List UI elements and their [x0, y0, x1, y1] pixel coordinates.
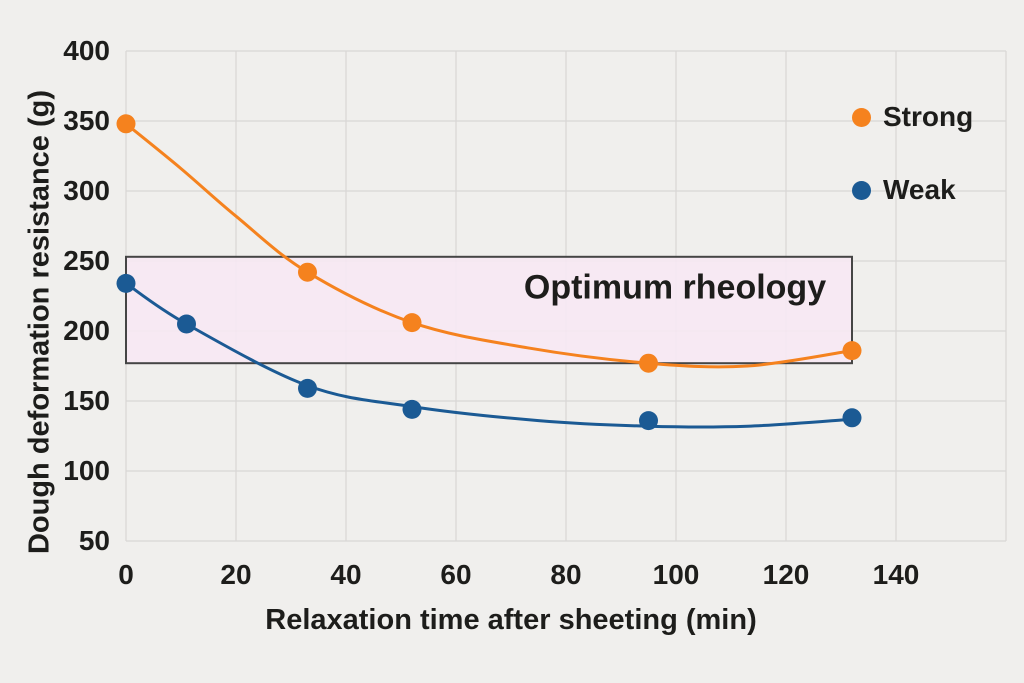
optimum-rheology-zone-label: Optimum rheology — [523, 268, 827, 307]
strong-series-dot-icon — [852, 107, 871, 127]
weak-data-point — [402, 399, 422, 419]
y-axis-title: Dough deformation resistance (g) — [23, 89, 56, 555]
weak-data-point — [298, 378, 317, 398]
strong-data-point — [639, 353, 658, 373]
x-axis-title: Relaxation time after sheeting (min) — [265, 604, 757, 636]
weak-data-point — [639, 411, 658, 431]
optimum-rheology-zone — [125, 255, 853, 365]
strong-data-point — [298, 262, 317, 282]
weak-data-point — [116, 273, 136, 293]
legend-label-strong: Strong — [883, 101, 974, 132]
weak-data-point — [842, 408, 862, 428]
strong-data-point — [842, 341, 862, 361]
weak-series-dot-icon — [852, 180, 871, 200]
strong-trend-curve — [124, 122, 854, 369]
legend-label-weak: Weak — [883, 174, 956, 205]
weak-data-point — [177, 314, 196, 334]
legend-item-strong: Strong — [852, 98, 973, 136]
strong-data-point — [402, 313, 422, 333]
strong-data-point — [116, 114, 136, 134]
weak-trend-curve — [124, 281, 854, 429]
legend-item-weak: Weak — [852, 171, 956, 209]
